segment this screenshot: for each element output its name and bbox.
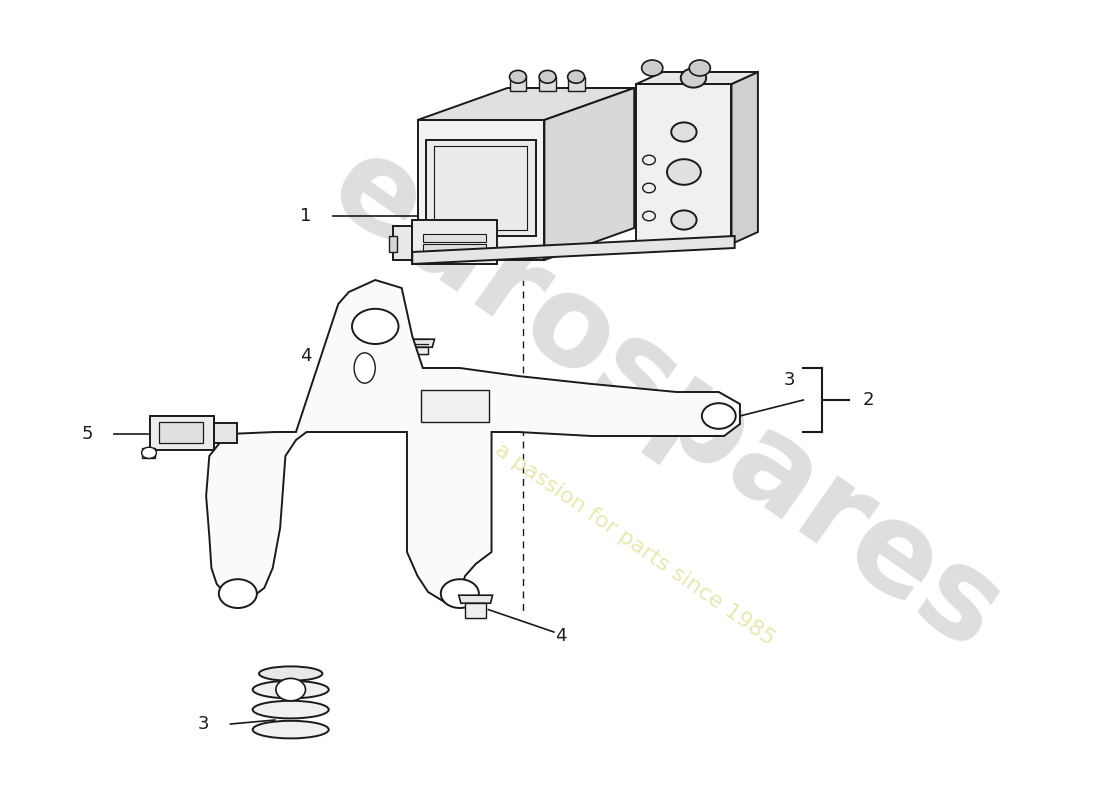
Circle shape [539, 70, 556, 83]
Circle shape [667, 159, 701, 185]
Bar [422, 244, 486, 252]
Circle shape [276, 678, 306, 701]
Ellipse shape [258, 666, 322, 681]
Text: 4: 4 [300, 347, 311, 365]
Ellipse shape [253, 701, 329, 718]
Text: 2: 2 [862, 391, 874, 409]
Text: a passion for parts since 1985: a passion for parts since 1985 [491, 439, 778, 649]
Bar [422, 234, 486, 242]
Polygon shape [206, 280, 740, 602]
Circle shape [509, 70, 527, 83]
Text: 3: 3 [198, 715, 209, 733]
Polygon shape [426, 140, 536, 236]
Text: 5: 5 [81, 425, 94, 442]
Text: 1: 1 [300, 207, 311, 225]
Bar [465, 603, 486, 618]
Circle shape [568, 70, 584, 83]
Polygon shape [400, 339, 434, 347]
Text: 4: 4 [556, 627, 566, 645]
Bar [213, 423, 236, 443]
Circle shape [352, 309, 398, 344]
Circle shape [142, 447, 156, 458]
Bar [158, 422, 204, 443]
Ellipse shape [354, 353, 375, 383]
Ellipse shape [253, 681, 329, 698]
Polygon shape [636, 84, 732, 244]
Bar [539, 77, 556, 91]
Polygon shape [544, 88, 635, 260]
Text: eurospares: eurospares [308, 124, 1024, 676]
Circle shape [671, 122, 696, 142]
Bar [420, 390, 490, 422]
Circle shape [681, 68, 706, 88]
Polygon shape [442, 392, 488, 408]
Circle shape [702, 403, 736, 429]
Bar [568, 77, 584, 91]
Circle shape [219, 579, 257, 608]
Polygon shape [412, 236, 735, 264]
Polygon shape [636, 72, 758, 84]
Bar [509, 77, 527, 91]
Polygon shape [142, 448, 155, 458]
Bar [407, 347, 428, 354]
Circle shape [441, 579, 478, 608]
Polygon shape [459, 595, 493, 603]
Polygon shape [418, 88, 635, 120]
Circle shape [641, 60, 663, 76]
Polygon shape [412, 220, 497, 264]
Polygon shape [732, 72, 758, 244]
Bar [150, 416, 213, 450]
Text: 3: 3 [783, 371, 795, 389]
Polygon shape [418, 120, 544, 260]
Circle shape [671, 210, 696, 230]
Ellipse shape [253, 721, 329, 738]
Polygon shape [393, 226, 412, 260]
Circle shape [690, 60, 711, 76]
Bar [389, 236, 397, 252]
